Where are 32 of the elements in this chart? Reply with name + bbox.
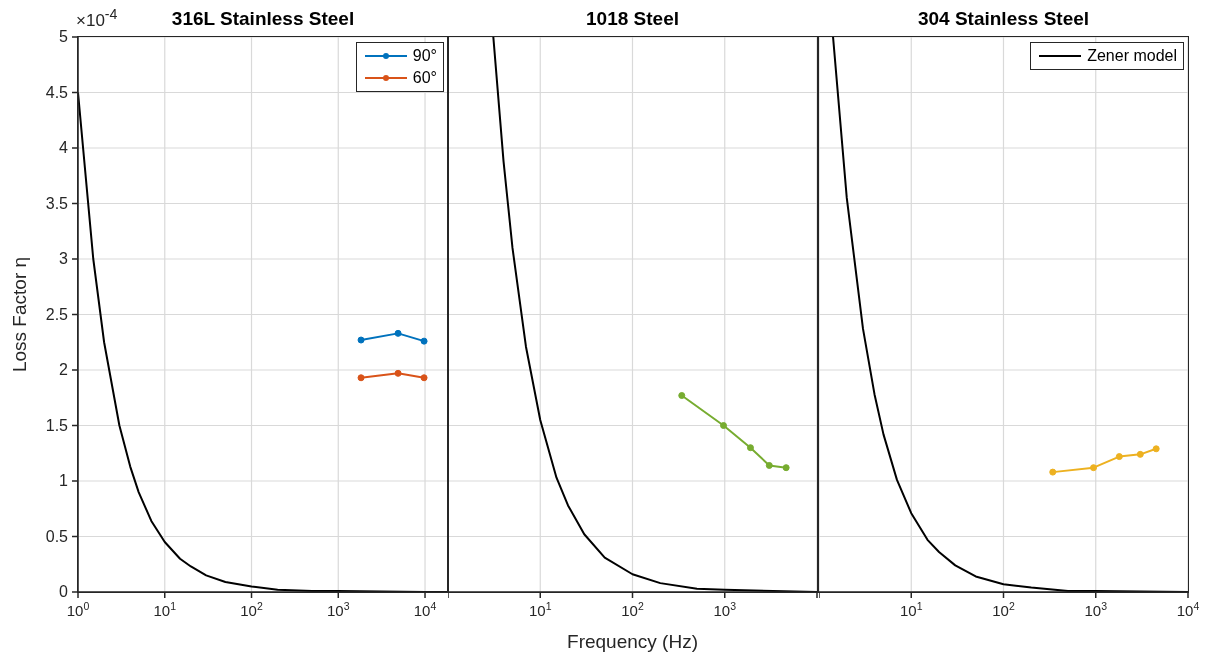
x-tick-label: 10$^{3}$: [327, 600, 350, 619]
x-tick-label: 10$^{2}$: [621, 600, 644, 619]
x-axis-title: Frequency (Hz): [567, 631, 698, 652]
chart-title: 316L Stainless Steel: [171, 8, 355, 29]
x-tick-label: 10$^{1}$: [899, 600, 923, 619]
x-tick-label: 10$^{2}$: [992, 600, 1015, 619]
x-tick-label: 10$^{3}$: [1084, 600, 1108, 619]
y-tick-label: 2.5: [45, 305, 68, 323]
y-tick-label: 2: [59, 361, 68, 378]
legend-label: 90°: [412, 46, 437, 66]
y-axis-title: Loss Factor η: [9, 256, 30, 373]
y-tick-label: 4.5: [44, 82, 68, 103]
chart-title: 304 Stainless Steel: [916, 8, 1091, 30]
y-tick-label: 0: [58, 582, 68, 602]
x-tick-label: 10$^{0}$: [66, 600, 90, 619]
x-tick-label: 10$^{3}$: [713, 600, 737, 619]
text: ×10$^{-4}$: [76, 6, 118, 30]
x-tick-label: 10$^{1}$: [153, 600, 177, 619]
y-tick-label: 1: [58, 471, 68, 491]
x-tick-label: 10$^{2}$: [240, 600, 263, 619]
x-tick-label: 10$^{1}$: [528, 600, 552, 619]
y-tick-label: 1.5: [44, 415, 68, 436]
y-tick-label: 0.5: [44, 526, 68, 547]
x-tick-label: 10$^{4}$: [413, 600, 437, 619]
y-tick-label: 3: [59, 250, 68, 267]
x-tick-label: 10$^{4}$: [1176, 600, 1200, 619]
chart-title: 1018 Steel: [585, 8, 680, 30]
y-tick-label: 4: [58, 138, 68, 158]
y-tick-label: 3.5: [44, 193, 68, 214]
legend-label: Zener model: [1087, 46, 1177, 66]
y-tick-label: 5: [58, 27, 68, 47]
legend-label: 60°: [412, 68, 437, 88]
